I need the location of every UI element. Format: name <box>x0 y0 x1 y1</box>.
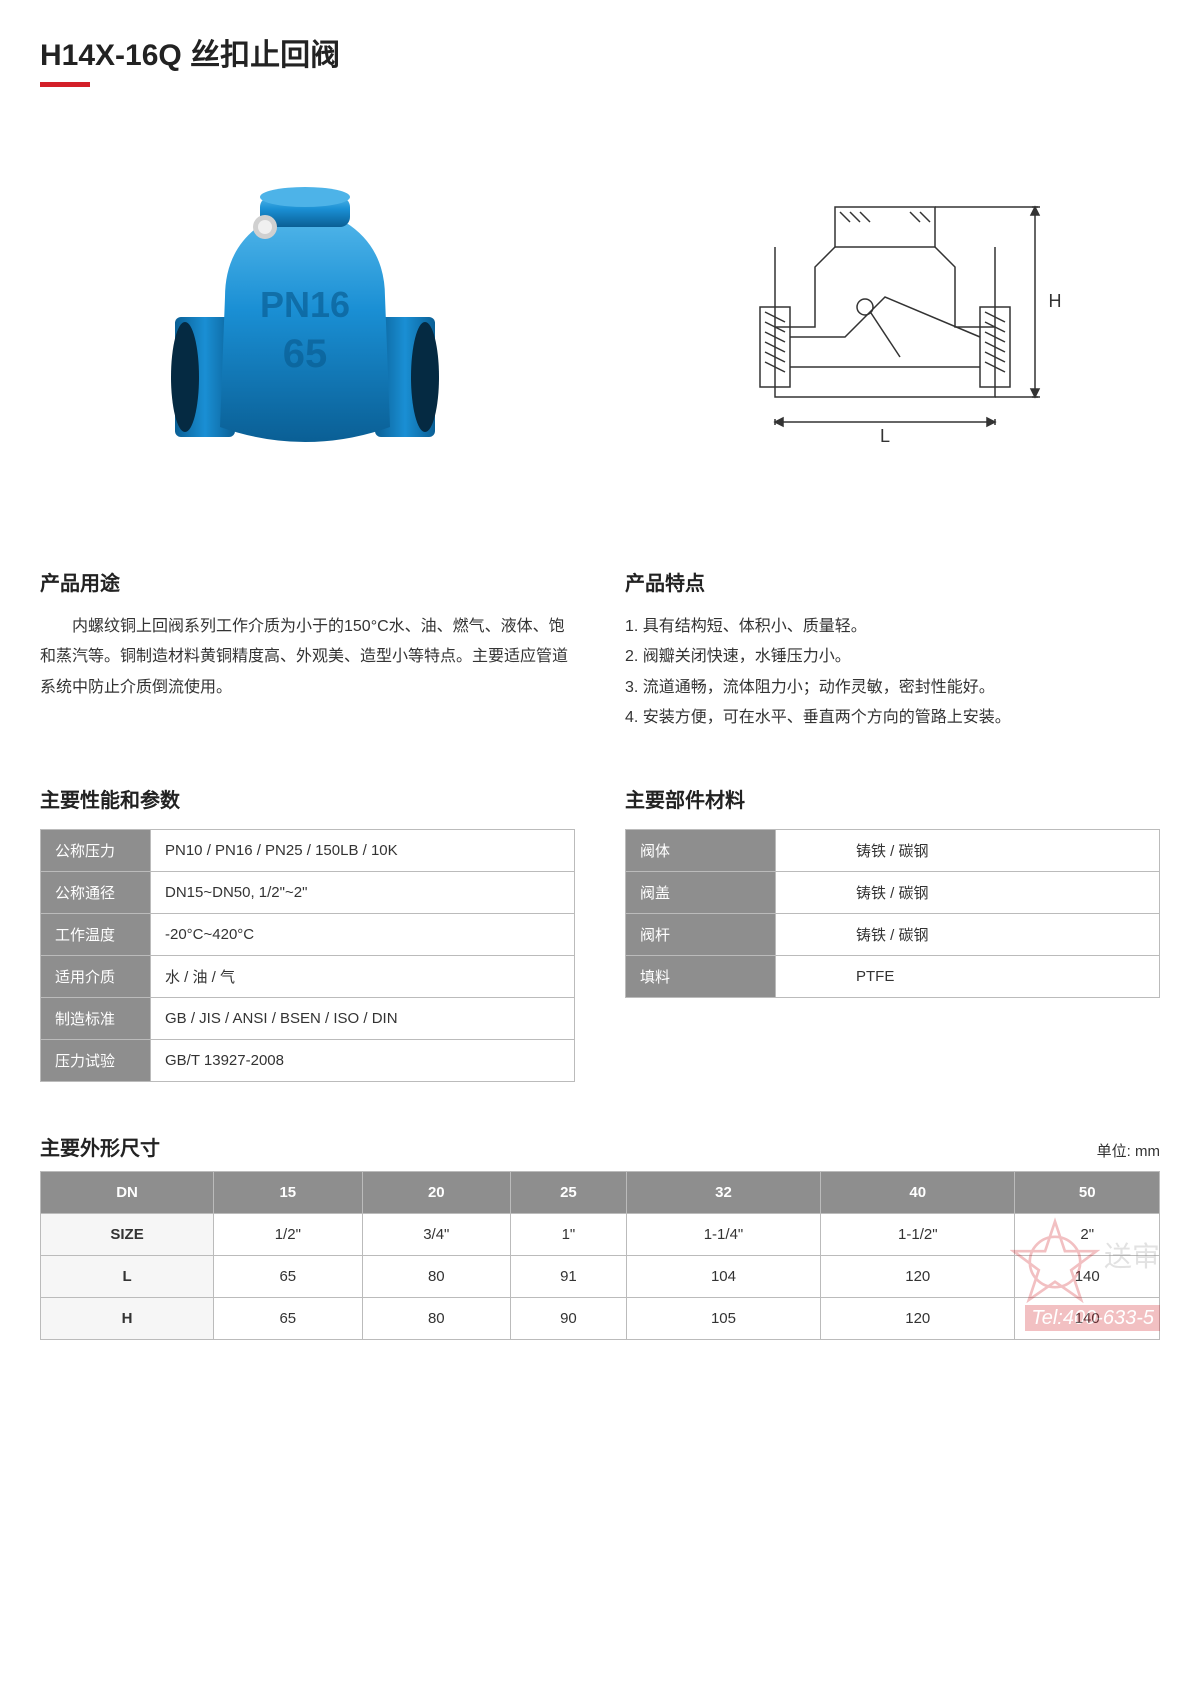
material-label: 阀体 <box>626 829 776 871</box>
table-row: 公称通径DN15~DN50, 1/2"~2" <box>41 871 575 913</box>
dim-cell: 1-1/2" <box>821 1213 1015 1255</box>
spec-value: PN10 / PN16 / PN25 / 150LB / 10K <box>151 829 575 871</box>
features-section: 产品特点 1. 具有结构短、体积小、质量轻。2. 阀瓣关闭快速，水锤压力小。3.… <box>625 567 1160 734</box>
spec-value: DN15~DN50, 1/2"~2" <box>151 871 575 913</box>
features-list: 1. 具有结构短、体积小、质量轻。2. 阀瓣关闭快速，水锤压力小。3. 流道通畅… <box>625 612 1160 734</box>
dim-cell: 140 <box>1015 1255 1160 1297</box>
table-row: H658090105120140 <box>41 1297 1160 1339</box>
dim-header: 15 <box>214 1171 362 1213</box>
spec-label: 压力试验 <box>41 1039 151 1081</box>
material-value: 铸铁 / 碳钢 <box>776 829 1160 871</box>
spec-label: 公称压力 <box>41 829 151 871</box>
table-row: 阀盖铸铁 / 碳钢 <box>626 871 1160 913</box>
dim-header: 25 <box>511 1171 627 1213</box>
spec-label: 制造标准 <box>41 997 151 1039</box>
table-row: SIZE1/2"3/4"1"1-1/4"1-1/2"2" <box>41 1213 1160 1255</box>
dim-cell: 90 <box>511 1297 627 1339</box>
feature-item: 4. 安装方便，可在水平、垂直两个方向的管路上安装。 <box>625 703 1160 733</box>
table-header-row: DN152025324050 <box>41 1171 1160 1213</box>
performance-table: 公称压力PN10 / PN16 / PN25 / 150LB / 10K公称通径… <box>40 829 575 1082</box>
dim-cell: 80 <box>362 1297 510 1339</box>
dimensions-table: DN152025324050SIZE1/2"3/4"1"1-1/4"1-1/2"… <box>40 1171 1160 1340</box>
title-accent-bar <box>40 82 90 87</box>
material-value: 铸铁 / 碳钢 <box>776 871 1160 913</box>
feature-item: 3. 流道通畅，流体阻力小；动作灵敏，密封性能好。 <box>625 673 1160 703</box>
usage-title: 产品用途 <box>40 567 575 596</box>
dim-cell: 80 <box>362 1255 510 1297</box>
dim-cell: 120 <box>821 1255 1015 1297</box>
dim-header: 32 <box>626 1171 820 1213</box>
dim-cell: 1" <box>511 1213 627 1255</box>
dim-cell: 140 <box>1015 1297 1160 1339</box>
spec-value: -20°C~420°C <box>151 913 575 955</box>
table-row: 阀体铸铁 / 碳钢 <box>626 829 1160 871</box>
features-title: 产品特点 <box>625 567 1160 596</box>
table-row: 压力试验GB/T 13927-2008 <box>41 1039 575 1081</box>
page-title: H14X-16Q 丝扣止回阀 <box>40 30 1160 74</box>
valve-photo-svg: PN16 65 <box>145 167 465 467</box>
usage-features-row: 产品用途 内螺纹铜上回阀系列工作介质为小于的150°C水、油、燃气、液体、饱和蒸… <box>40 567 1160 734</box>
dim-cell: 120 <box>821 1297 1015 1339</box>
material-value: PTFE <box>776 955 1160 997</box>
table-row: 公称压力PN10 / PN16 / PN25 / 150LB / 10K <box>41 829 575 871</box>
dim-header: 40 <box>821 1171 1015 1213</box>
table-row: 阀杆铸铁 / 碳钢 <box>626 913 1160 955</box>
spec-value: GB/T 13927-2008 <box>151 1039 575 1081</box>
drawing-svg: L H <box>715 167 1075 467</box>
dim-row-label: SIZE <box>41 1213 214 1255</box>
emboss-pn: PN16 <box>260 284 350 325</box>
dim-cell: 3/4" <box>362 1213 510 1255</box>
image-row: PN16 65 <box>40 127 1160 507</box>
product-photo: PN16 65 <box>40 147 570 487</box>
material-label: 填料 <box>626 955 776 997</box>
dim-cell: 1/2" <box>214 1213 362 1255</box>
performance-title: 主要性能和参数 <box>40 784 575 813</box>
feature-item: 1. 具有结构短、体积小、质量轻。 <box>625 612 1160 642</box>
spec-value: GB / JIS / ANSI / BSEN / ISO / DIN <box>151 997 575 1039</box>
materials-section: 主要部件材料 阀体铸铁 / 碳钢阀盖铸铁 / 碳钢阀杆铸铁 / 碳钢填料PTFE <box>625 784 1160 1082</box>
dim-label-l: L <box>880 426 890 446</box>
dimensions-section: 主要外形尺寸 单位: mm DN152025324050SIZE1/2"3/4"… <box>40 1132 1160 1340</box>
dim-cell: 65 <box>214 1297 362 1339</box>
performance-section: 主要性能和参数 公称压力PN10 / PN16 / PN25 / 150LB /… <box>40 784 575 1082</box>
perf-materials-row: 主要性能和参数 公称压力PN10 / PN16 / PN25 / 150LB /… <box>40 784 1160 1082</box>
dim-cell: 91 <box>511 1255 627 1297</box>
materials-table: 阀体铸铁 / 碳钢阀盖铸铁 / 碳钢阀杆铸铁 / 碳钢填料PTFE <box>625 829 1160 998</box>
spec-label: 公称通径 <box>41 871 151 913</box>
table-row: 填料PTFE <box>626 955 1160 997</box>
emboss-dn: 65 <box>283 332 328 376</box>
table-row: 工作温度-20°C~420°C <box>41 913 575 955</box>
dim-cell: 105 <box>626 1297 820 1339</box>
technical-drawing: L H <box>630 147 1160 487</box>
dim-cell: 104 <box>626 1255 820 1297</box>
dimensions-unit: 单位: mm <box>1097 1140 1160 1161</box>
material-label: 阀杆 <box>626 913 776 955</box>
materials-title: 主要部件材料 <box>625 784 1160 813</box>
table-row: 适用介质水 / 油 / 气 <box>41 955 575 997</box>
dim-header: DN <box>41 1171 214 1213</box>
table-row: L658091104120140 <box>41 1255 1160 1297</box>
spec-label: 适用介质 <box>41 955 151 997</box>
material-value: 铸铁 / 碳钢 <box>776 913 1160 955</box>
dim-header: 20 <box>362 1171 510 1213</box>
usage-section: 产品用途 内螺纹铜上回阀系列工作介质为小于的150°C水、油、燃气、液体、饱和蒸… <box>40 567 575 734</box>
dim-cell: 65 <box>214 1255 362 1297</box>
dim-header: 50 <box>1015 1171 1160 1213</box>
spec-value: 水 / 油 / 气 <box>151 955 575 997</box>
dim-row-label: H <box>41 1297 214 1339</box>
dim-cell: 2" <box>1015 1213 1160 1255</box>
material-label: 阀盖 <box>626 871 776 913</box>
dimensions-title: 主要外形尺寸 <box>40 1132 160 1161</box>
usage-text: 内螺纹铜上回阀系列工作介质为小于的150°C水、油、燃气、液体、饱和蒸汽等。铜制… <box>40 612 575 703</box>
table-row: 制造标准GB / JIS / ANSI / BSEN / ISO / DIN <box>41 997 575 1039</box>
dim-cell: 1-1/4" <box>626 1213 820 1255</box>
spec-label: 工作温度 <box>41 913 151 955</box>
dim-row-label: L <box>41 1255 214 1297</box>
feature-item: 2. 阀瓣关闭快速，水锤压力小。 <box>625 642 1160 672</box>
dim-label-h: H <box>1049 291 1062 311</box>
